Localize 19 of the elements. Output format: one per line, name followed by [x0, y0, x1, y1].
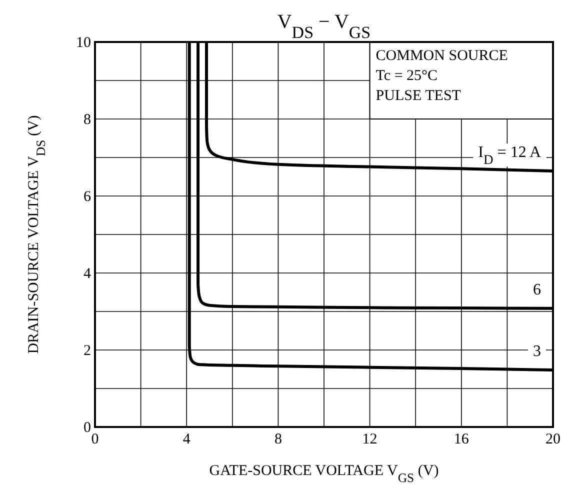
- x-tick-label: 16: [454, 432, 470, 448]
- y-tick-label: 10: [76, 34, 91, 51]
- y-tick-label: 8: [84, 112, 91, 128]
- x-tick-label: 12: [362, 432, 378, 448]
- series-label: 3: [533, 342, 541, 360]
- y-tick-label: 0: [84, 420, 91, 436]
- y-tick-label: 2: [84, 342, 91, 359]
- series-label: I$_{D}$ = 12 A: [478, 144, 542, 167]
- y-tick-label: 6: [84, 188, 92, 205]
- chart-title: V$_{DS}$ − V$_{GS}$: [277, 11, 371, 42]
- x-axis-title: GATE-SOURCE VOLTAGE V$_{GS}$ (V): [209, 463, 439, 485]
- x-tick-label: 4: [182, 432, 191, 448]
- y-tick-label: 4: [84, 266, 92, 282]
- x-tick-label: 20: [546, 432, 560, 448]
- annotation: PULSE TEST: [376, 88, 461, 104]
- x-tick-label: 8: [274, 432, 282, 448]
- annotation: Tc = 25°C: [376, 68, 438, 84]
- series-label: 6: [533, 281, 541, 298]
- annotation: COMMON SOURCE: [376, 48, 508, 64]
